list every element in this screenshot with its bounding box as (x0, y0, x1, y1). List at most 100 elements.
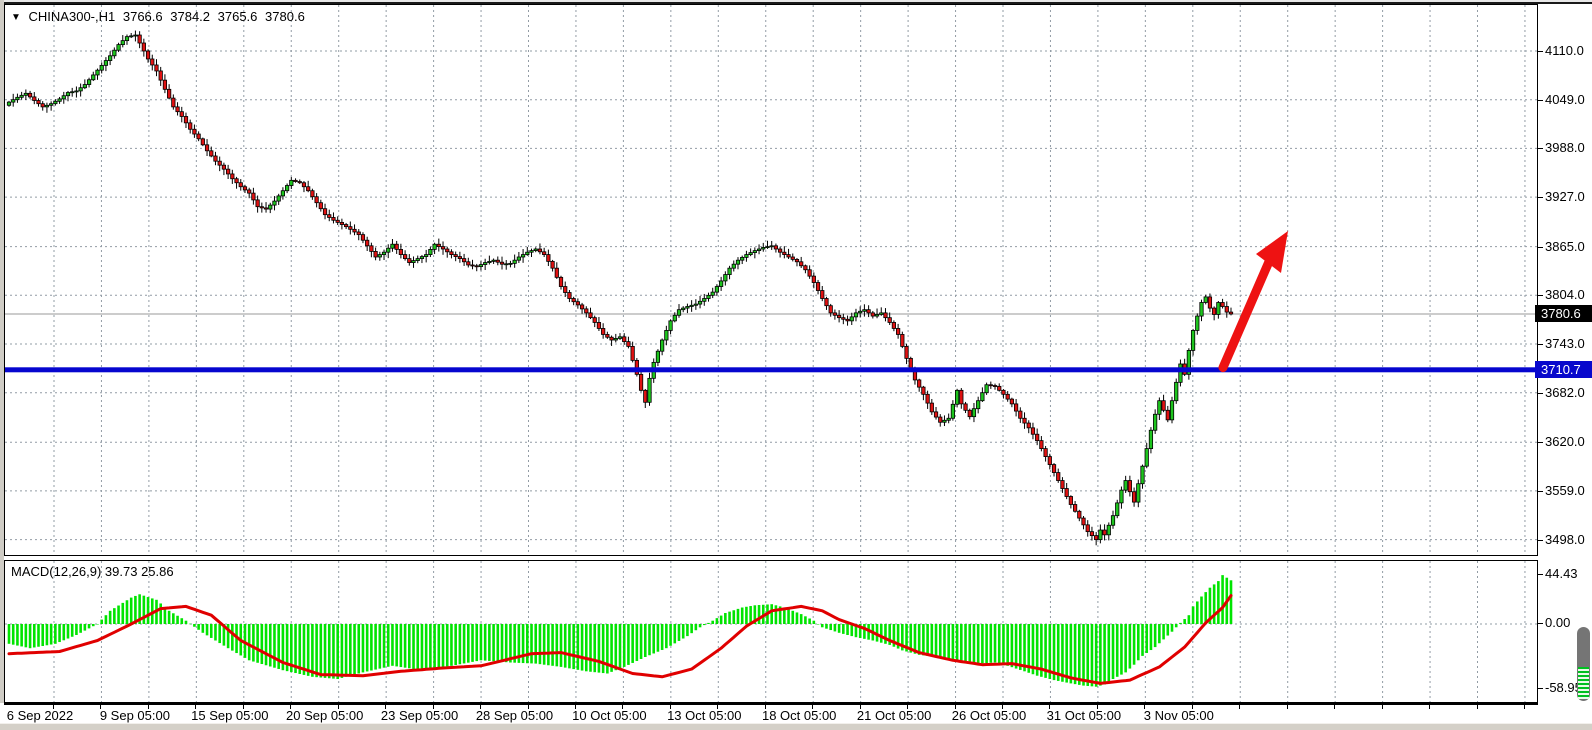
time-axis[interactable]: 6 Sep 2022 9 Sep 05:00 15 Sep 05:00 20 Sep … (0, 703, 1592, 723)
candle-body (280, 190, 285, 197)
macd-histogram-bar (336, 624, 339, 679)
macd-histogram-bar (365, 624, 369, 672)
time-tick-label: 9 Sep 05:00 (99, 708, 170, 723)
macd-histogram-bar (905, 624, 908, 652)
macd-histogram-bar (332, 624, 335, 679)
price-axis[interactable]: 3780.6 3710.7 4110.0 4049.0 3988.0 3927.0 38… (1535, 4, 1592, 703)
macd-histogram-bar (188, 623, 192, 625)
macd-histogram-bar (399, 624, 403, 668)
macd-histogram-bar (846, 624, 849, 635)
candle-body (1157, 400, 1162, 415)
macd-indicator-label: MACD(12,26,9) 39.73 25.86 (11, 564, 174, 579)
macd-histogram-bar (694, 624, 698, 631)
macd-histogram-bar (138, 594, 141, 624)
candle-body (963, 403, 968, 411)
candle-body (1119, 489, 1124, 504)
time-tick-mark (385, 705, 387, 709)
macd-histogram-bar (1090, 624, 1094, 687)
window-top-border (0, 2, 1592, 4)
candle-body (1030, 427, 1036, 435)
macd-histogram-bar (1014, 624, 1018, 669)
ohlc-close-value: 3780.6 (265, 9, 305, 24)
candle-body (714, 286, 720, 293)
candle-body (221, 164, 227, 170)
price-tick-label: 3620.0 (1538, 434, 1585, 449)
macd-histogram-bar (117, 605, 120, 624)
macd-histogram-bar (327, 624, 331, 679)
candle-body (744, 254, 749, 258)
candle-body (984, 384, 989, 394)
candle-body (1051, 464, 1057, 473)
macd-histogram-bar (1162, 624, 1165, 640)
macd-histogram-bar (1170, 624, 1174, 632)
price-tick-mark (1538, 51, 1543, 53)
candle-body (1098, 529, 1103, 541)
scrollbar-thumb[interactable] (1577, 627, 1590, 701)
candle-body (188, 122, 193, 130)
candle-body (550, 260, 555, 269)
macd-histogram-bar (985, 624, 988, 664)
candle-body (1102, 529, 1107, 536)
candle-body (1089, 531, 1095, 537)
macd-histogram-bar (774, 605, 778, 624)
macd-histogram-bar (1217, 581, 1220, 624)
macd-panel[interactable]: MACD(12,26,9) 39.73 25.86 (4, 560, 1538, 703)
candlestick-chart[interactable] (5, 5, 1537, 555)
macd-histogram-bar (483, 624, 487, 661)
macd-histogram-bar (268, 624, 272, 667)
candle-body (773, 245, 779, 250)
macd-histogram-bar (218, 624, 221, 644)
macd-histogram-bar (719, 615, 723, 624)
time-tick-label: 6 Sep 2022 (6, 708, 74, 723)
macd-histogram-bar (850, 624, 854, 637)
macd-histogram-bar (1149, 624, 1153, 651)
candle-body (731, 263, 736, 269)
macd-histogram-bar (538, 624, 542, 665)
candle-body (314, 196, 319, 204)
macd-histogram-bar (386, 624, 390, 667)
candle-body (356, 231, 361, 236)
macd-histogram-bar (551, 624, 554, 666)
macd-histogram-bar (820, 624, 824, 628)
candle-body (402, 254, 408, 259)
macd-histogram-bar (732, 610, 736, 624)
macd-chart[interactable] (5, 561, 1537, 702)
macd-histogram-bar (757, 605, 761, 624)
macd-histogram-bar (70, 624, 74, 637)
candle-body (15, 96, 20, 101)
macd-histogram-bar (1153, 624, 1157, 648)
candle-body (74, 90, 79, 93)
candle-body (921, 386, 926, 395)
candle-body (238, 182, 243, 188)
candle-body (263, 207, 269, 210)
macd-histogram-bar (555, 624, 559, 667)
time-tick-mark (954, 705, 956, 709)
main-chart-panel[interactable]: ▼ CHINA300-,H1 3766.6 3784.2 3765.6 3780… (4, 4, 1538, 556)
candle-body (992, 385, 998, 387)
candle-body (6, 101, 12, 106)
candle-body (520, 254, 526, 258)
candle-body (331, 217, 336, 221)
macd-histogram-bar (677, 624, 681, 641)
candle-body (617, 336, 623, 339)
macd-histogram-bar (420, 624, 424, 671)
time-tick-mark (1239, 705, 1241, 709)
candle-body (668, 320, 673, 331)
candle-body (301, 182, 307, 188)
candle-body (630, 346, 635, 361)
scrollbar-stripes (1578, 667, 1589, 699)
macd-histogram-bar (277, 624, 280, 669)
symbol-dropdown-icon[interactable]: ▼ (11, 12, 21, 23)
candle-body (929, 402, 934, 413)
macd-histogram-bar (437, 624, 441, 668)
macd-histogram-bar (281, 624, 285, 671)
macd-histogram-bar (901, 624, 904, 651)
candle-body (976, 400, 981, 410)
macd-histogram-bar (471, 624, 474, 662)
macd-histogram-bar (87, 624, 91, 629)
candle-body (1110, 515, 1116, 526)
window-left-edge (0, 0, 4, 723)
macd-histogram-bar (799, 614, 803, 624)
macd-histogram-bar (888, 624, 891, 645)
macd-histogram-bar (273, 624, 276, 668)
